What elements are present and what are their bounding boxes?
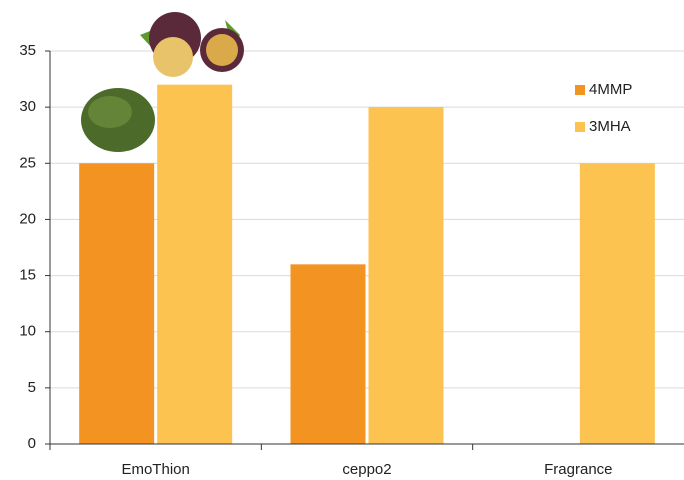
y-tick-label: 0 xyxy=(28,435,36,452)
chart: 0 5 10 15 20 25 30 35 EmoThion ceppo2 Fragrance 4M… xyxy=(0,0,684,480)
y-tick-label: 5 xyxy=(28,379,36,396)
y-tick-label: 10 xyxy=(19,323,36,340)
x-tick-label: EmoThion xyxy=(121,461,189,478)
legend-label: 3MHA xyxy=(589,118,631,135)
bush-highlight xyxy=(88,96,132,128)
fruit-half xyxy=(153,37,193,77)
y-tick-label: 15 xyxy=(19,267,36,284)
x-tick-label: Fragrance xyxy=(544,461,612,478)
x-tick-label: ceppo2 xyxy=(342,461,391,478)
legend-swatch xyxy=(575,122,585,132)
bar xyxy=(291,264,366,444)
legend-label: 4MMP xyxy=(589,81,632,98)
bar xyxy=(580,163,655,444)
legend-swatch xyxy=(575,85,585,95)
bar xyxy=(79,163,154,444)
y-tick-label: 35 xyxy=(19,42,36,59)
y-tick-label: 30 xyxy=(19,98,36,115)
y-tick-label: 20 xyxy=(19,210,36,227)
fruit-half xyxy=(206,34,238,66)
bar xyxy=(157,85,232,444)
y-tick-label: 25 xyxy=(19,154,36,171)
bar xyxy=(369,107,444,444)
